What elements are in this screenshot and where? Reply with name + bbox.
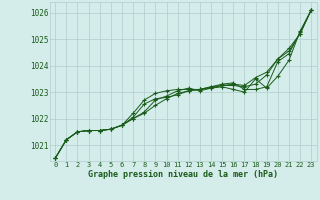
- X-axis label: Graphe pression niveau de la mer (hPa): Graphe pression niveau de la mer (hPa): [88, 170, 278, 179]
